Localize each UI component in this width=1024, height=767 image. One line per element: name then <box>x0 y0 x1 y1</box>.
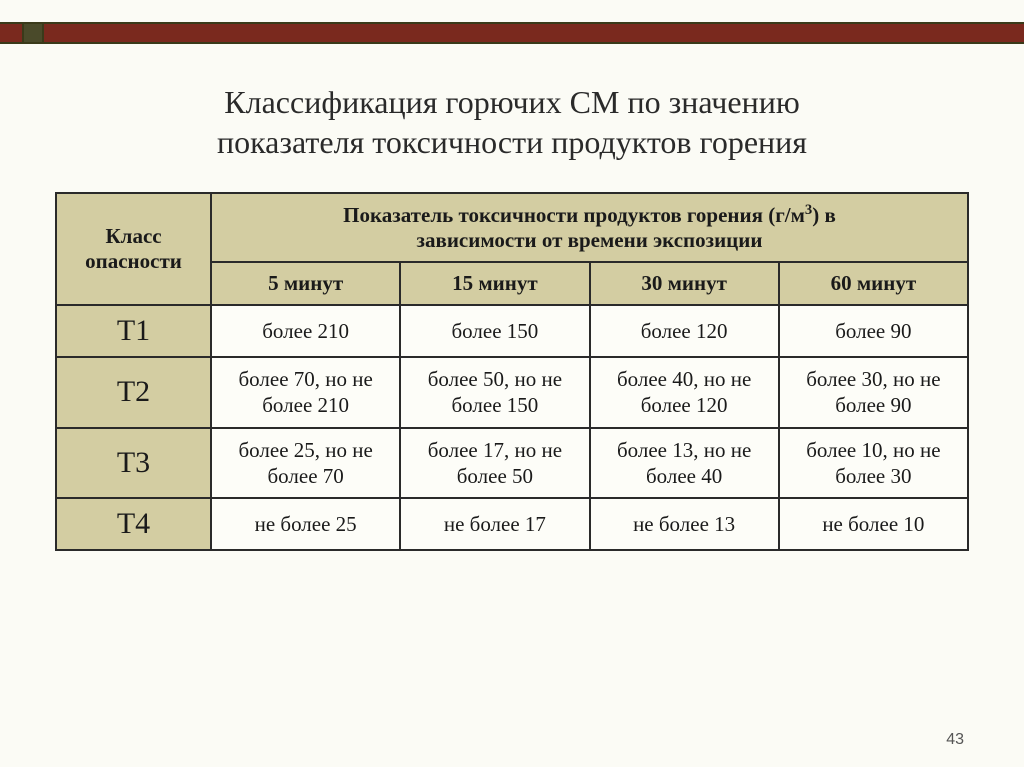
group-text-b: ) в <box>812 203 836 227</box>
col-header-class: Класс опасности <box>56 193 211 305</box>
class-label: Т1 <box>56 305 211 357</box>
data-cell: более 10, но не более 30 <box>779 428 968 499</box>
table-header-row: Класс опасности Показатель токсичности п… <box>56 193 968 262</box>
decorative-corner <box>22 22 44 44</box>
col-60min: 60 минут <box>779 262 968 305</box>
decorative-stripe <box>0 22 1024 44</box>
data-cell: более 210 <box>211 305 400 357</box>
class-label: Т2 <box>56 357 211 428</box>
data-cell: не более 10 <box>779 498 968 550</box>
class-label: Т4 <box>56 498 211 550</box>
table-row: Т3 более 25, но не более 70 более 17, но… <box>56 428 968 499</box>
data-cell: более 120 <box>590 305 779 357</box>
table-row: Т2 более 70, но не более 210 более 50, н… <box>56 357 968 428</box>
data-cell: более 50, но не более 150 <box>400 357 589 428</box>
col-class-line2: опасности <box>85 249 182 273</box>
page-number: 43 <box>946 731 964 749</box>
data-cell: не более 13 <box>590 498 779 550</box>
data-cell: более 13, но не более 40 <box>590 428 779 499</box>
table-row: Т4 не более 25 не более 17 не более 13 н… <box>56 498 968 550</box>
data-cell: не более 17 <box>400 498 589 550</box>
title-line-1: Классификация горючих СМ по значению <box>224 84 799 120</box>
table-row: Т1 более 210 более 150 более 120 более 9… <box>56 305 968 357</box>
col-5min: 5 минут <box>211 262 400 305</box>
col-class-line1: Класс <box>105 224 161 248</box>
col-15min: 15 минут <box>400 262 589 305</box>
classification-table: Класс опасности Показатель токсичности п… <box>55 192 969 551</box>
data-cell: более 150 <box>400 305 589 357</box>
col-30min: 30 минут <box>590 262 779 305</box>
data-cell: более 30, но не более 90 <box>779 357 968 428</box>
title-line-2: показателя токсичности продуктов горения <box>217 124 807 160</box>
col-header-group: Показатель токсичности продуктов горения… <box>211 193 968 262</box>
data-cell: не более 25 <box>211 498 400 550</box>
page-title: Классификация горючих СМ по значению пок… <box>0 82 1024 162</box>
data-cell: более 25, но не более 70 <box>211 428 400 499</box>
data-cell: более 90 <box>779 305 968 357</box>
class-label: Т3 <box>56 428 211 499</box>
data-cell: более 70, но не более 210 <box>211 357 400 428</box>
data-cell: более 17, но не более 50 <box>400 428 589 499</box>
data-cell: более 40, но не более 120 <box>590 357 779 428</box>
group-text-a: Показатель токсичности продуктов горения… <box>343 203 805 227</box>
group-text-c: зависимости от времени экспозиции <box>417 228 763 252</box>
